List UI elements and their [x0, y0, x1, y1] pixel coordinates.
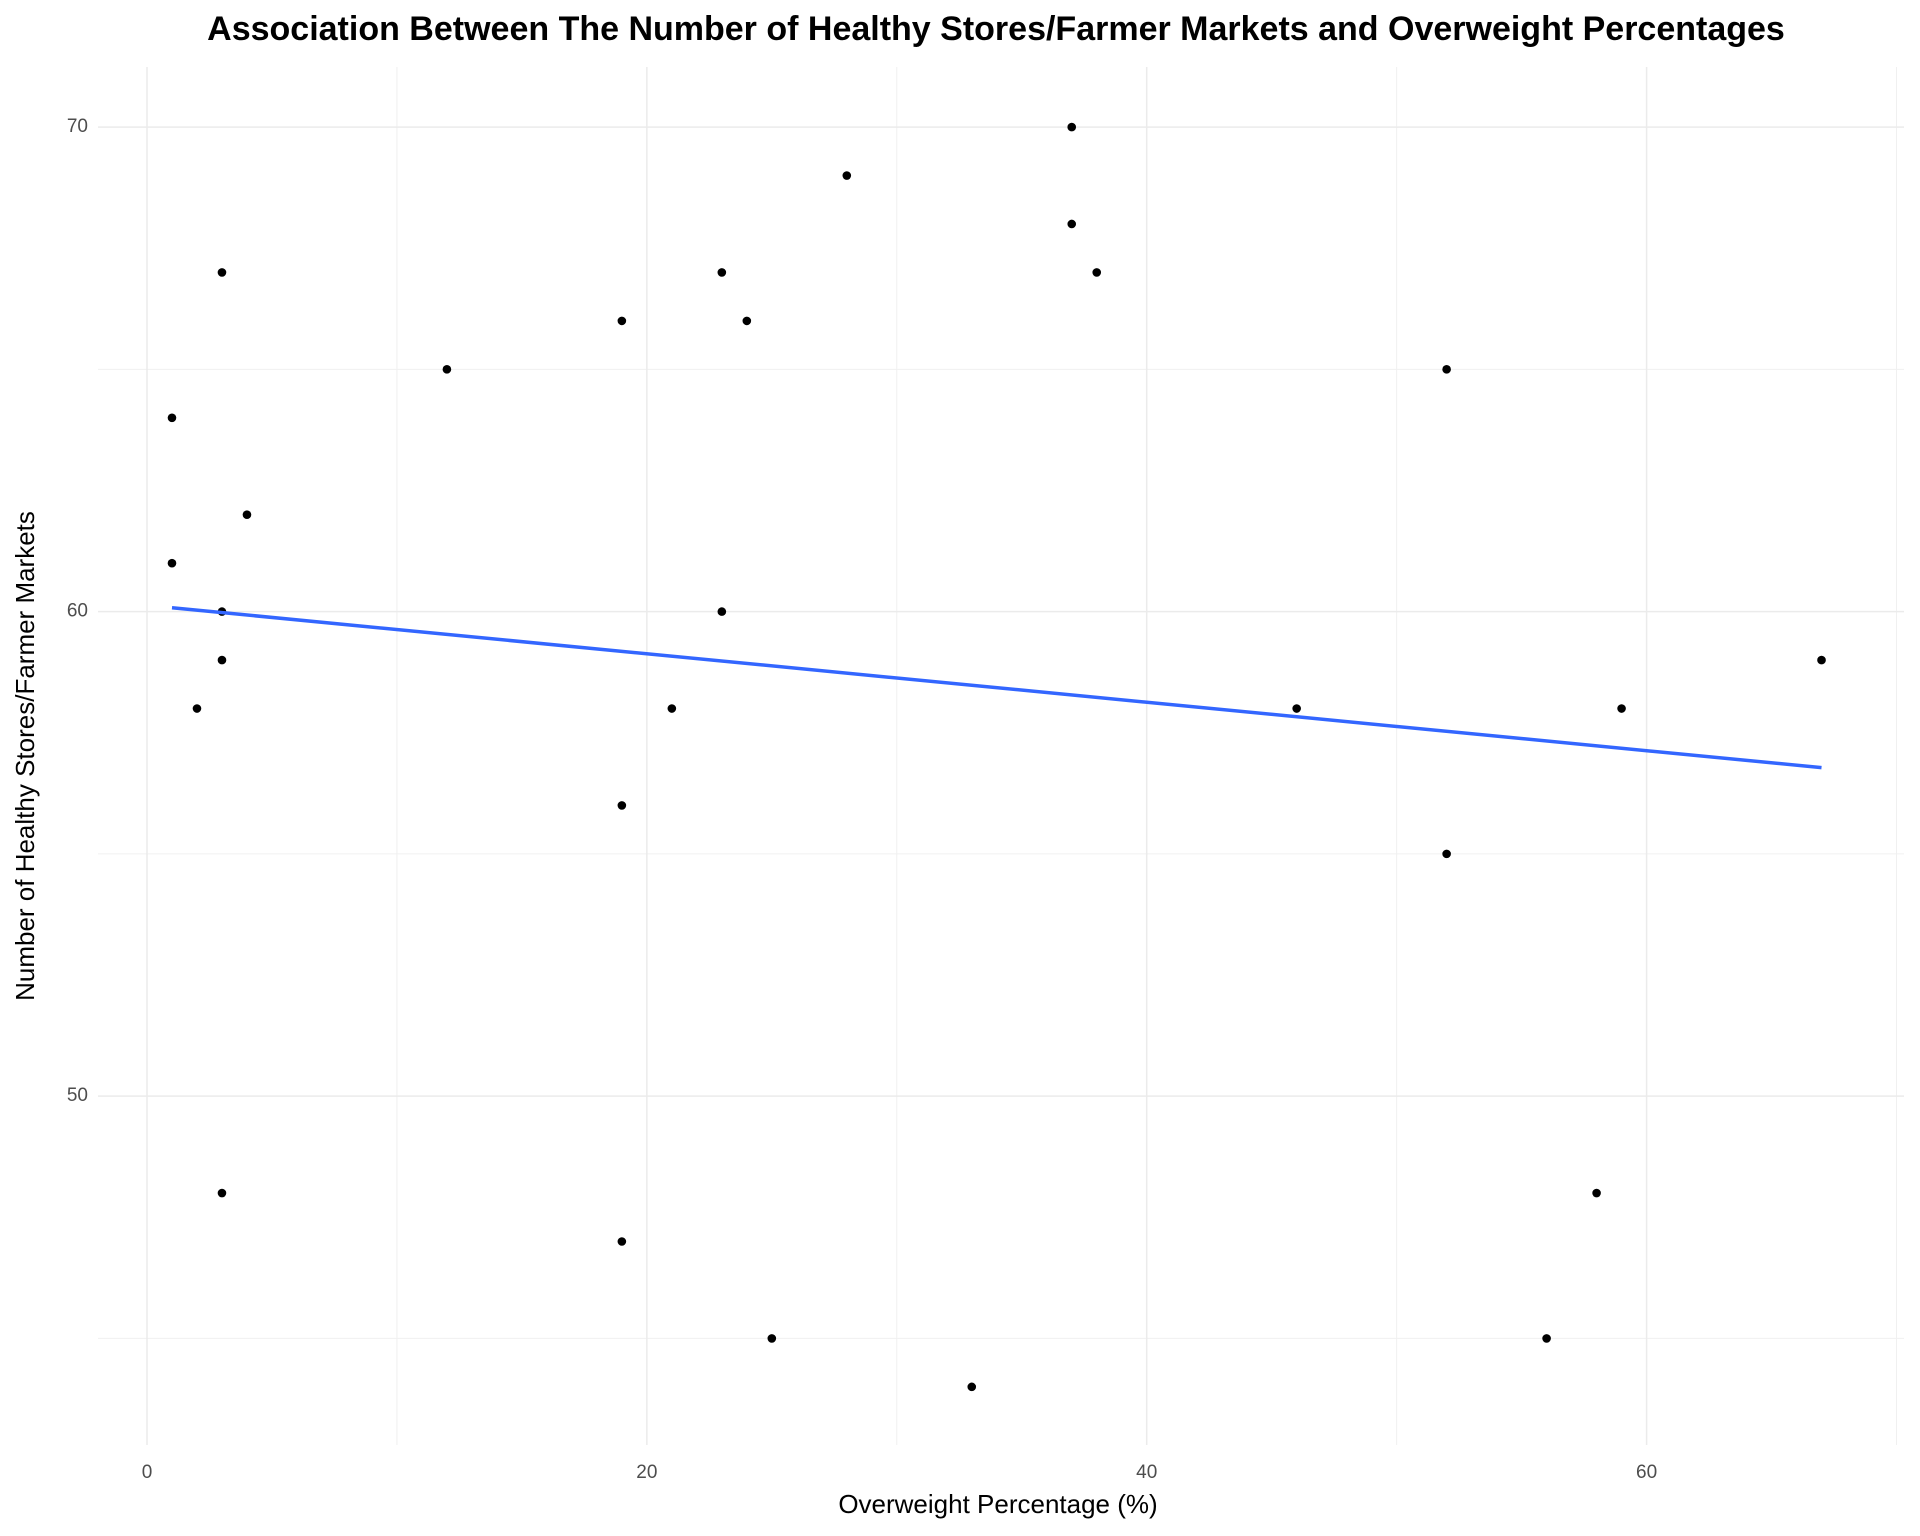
- point: [1592, 1188, 1601, 1198]
- point: [217, 655, 227, 665]
- y-axis-title: Number of Healthy Stores/Farmer Markets: [10, 511, 40, 1001]
- point: [842, 171, 852, 180]
- point: [1092, 268, 1102, 277]
- point: [192, 704, 202, 713]
- point: [617, 801, 627, 810]
- point: [967, 1382, 977, 1392]
- point: [1442, 365, 1451, 374]
- y-tick-label: 70: [67, 116, 88, 137]
- point: [1292, 704, 1301, 713]
- point: [1817, 655, 1826, 665]
- point: [742, 316, 752, 326]
- point: [242, 510, 252, 520]
- point: [1542, 1334, 1551, 1343]
- point: [617, 316, 627, 326]
- point: [1067, 219, 1077, 229]
- point: [167, 413, 177, 423]
- y-tick-label: 50: [67, 1085, 88, 1106]
- point: [442, 365, 452, 374]
- point: [1067, 122, 1077, 132]
- point: [717, 607, 727, 616]
- point: [767, 1334, 777, 1343]
- x-tick-label: 20: [636, 1462, 657, 1483]
- point: [617, 1237, 627, 1246]
- point: [217, 268, 227, 277]
- chart-title: Association Between The Number of Health…: [207, 10, 1785, 48]
- x-tick-label: 40: [1136, 1462, 1157, 1483]
- point: [717, 268, 727, 277]
- point: [217, 1188, 227, 1198]
- point: [167, 558, 177, 568]
- x-tick-label: 60: [1636, 1462, 1657, 1483]
- trend-line: [171, 605, 1822, 770]
- point: [667, 704, 677, 713]
- x-tick-label: 0: [142, 1462, 153, 1483]
- point: [1442, 849, 1451, 859]
- x-axis-title: Overweight Percentage (%): [838, 1489, 1157, 1519]
- point: [1617, 704, 1626, 713]
- y-tick-label: 60: [67, 601, 88, 622]
